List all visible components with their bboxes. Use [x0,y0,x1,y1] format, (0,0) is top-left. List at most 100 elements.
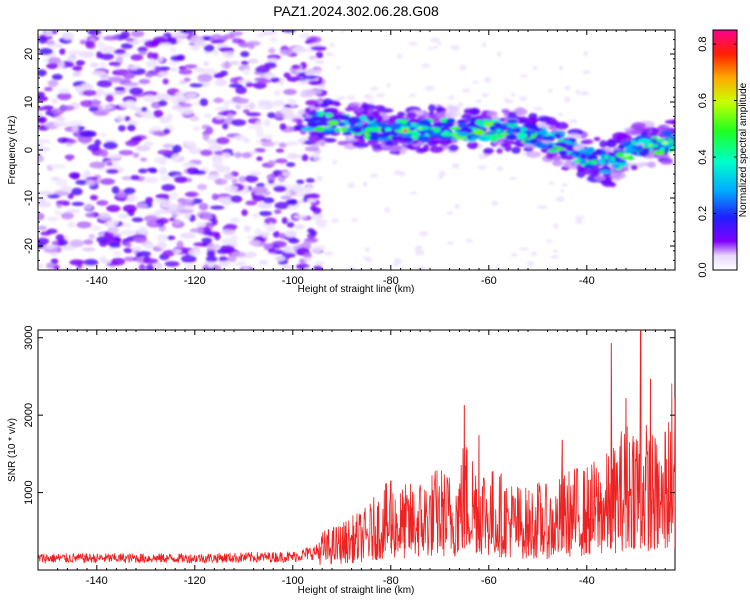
heatmap-cell [406,111,417,120]
heatmap-cell [243,137,251,144]
heatmap-cell [433,122,443,128]
heatmap-cell [511,146,521,154]
heatmap-cell [248,239,261,246]
heatmap-cell [98,212,111,221]
heatmap-cell [90,70,107,77]
heatmap-cell [364,128,370,134]
heatmap-cell [407,118,420,124]
heatmap-cell [67,193,74,199]
heatmap-cell [167,95,176,101]
heatmap-cell [527,260,534,267]
heatmap-cell [311,212,324,220]
heatmap-cell [123,82,140,87]
heatmap-cell [211,193,219,201]
heatmap-cell [255,120,263,127]
heatmap-cell [99,53,115,60]
heatmap-cell [506,118,518,124]
x-tick-label: -80 [383,275,399,287]
heatmap-cell [96,200,109,206]
heatmap-cell [107,226,119,234]
heatmap-cell [205,126,214,135]
heatmap-cell [177,197,187,204]
heatmap-cell [310,205,317,211]
heatmap-cell [314,59,325,65]
heatmap-cell [66,139,77,144]
heatmap-cell [584,163,592,170]
heatmap-cell [180,232,196,239]
heatmap-cell [484,76,492,83]
heatmap-cell [188,249,202,256]
heatmap-cell [500,142,507,148]
heatmap-cell [389,130,395,135]
heatmap-cell [157,149,173,155]
heatmap-cell [118,213,129,219]
x-tick-label: -100 [282,275,304,287]
y-tick-label: 1000 [23,480,35,504]
heatmap-cell [559,65,564,71]
heatmap-cell [172,98,180,106]
heatmap-cell [550,255,559,260]
heatmap-cell [548,181,555,185]
heatmap-cell [470,118,476,125]
heatmap-cell [519,247,529,251]
heatmap-cell [357,138,366,144]
heatmap-cell [163,128,171,135]
heatmap-cell [472,80,479,84]
heatmap-cell [329,42,335,48]
heatmap-cell [120,43,133,49]
heatmap-cell [228,61,240,66]
heatmap-cell [48,56,61,64]
heatmap-cell [70,187,83,196]
heatmap-cell [281,171,290,177]
heatmap-cell [181,254,197,263]
x-tick-label: -120 [184,575,206,587]
heatmap-cell [400,132,413,138]
heatmap-cell [637,135,646,139]
heatmap-cell [648,143,653,147]
heatmap-cell [378,137,391,141]
heatmap-cell [201,213,213,220]
heatmap-cell [196,221,207,228]
heatmap-cell [377,108,394,113]
heatmap-cell [256,103,268,109]
heatmap-cell [56,92,72,101]
heatmap-cell [446,124,453,128]
heatmap-cell [206,243,221,250]
heatmap-cell [274,255,286,262]
heatmap-cell [216,137,230,145]
heatmap-cell [130,30,145,38]
heatmap-cell [99,178,116,185]
heatmap-cell [66,154,73,162]
heatmap-cell [89,194,98,201]
heatmap-cell [212,50,219,56]
heatmap-cell [273,185,287,193]
heatmap-cell [531,251,537,257]
heatmap-cell [283,72,291,79]
heatmap-cell [279,49,293,56]
heatmap-cell [538,130,549,136]
heatmap-cell [87,144,100,152]
heatmap-cell [593,136,601,142]
heatmap-cell [245,112,262,117]
heatmap-cell [537,205,548,210]
heatmap-cell [138,51,147,56]
heatmap-cell [143,114,157,120]
heatmap-cell [154,66,161,74]
heatmap-cell [341,126,347,133]
heatmap-cell [91,99,100,108]
heatmap-cell [510,252,518,258]
heatmap-cell [429,146,444,153]
heatmap-cell [60,185,73,192]
heatmap-cell [482,42,487,48]
heatmap-cell [271,101,286,107]
heatmap-cell [284,188,291,197]
heatmap-cell [615,152,625,158]
heatmap-cell [562,161,573,167]
heatmap-cell [72,71,81,77]
x-tick-label: -40 [579,575,595,587]
heatmap-cell [507,111,517,119]
heatmap-cell [354,107,365,112]
heatmap-cell [269,77,281,83]
